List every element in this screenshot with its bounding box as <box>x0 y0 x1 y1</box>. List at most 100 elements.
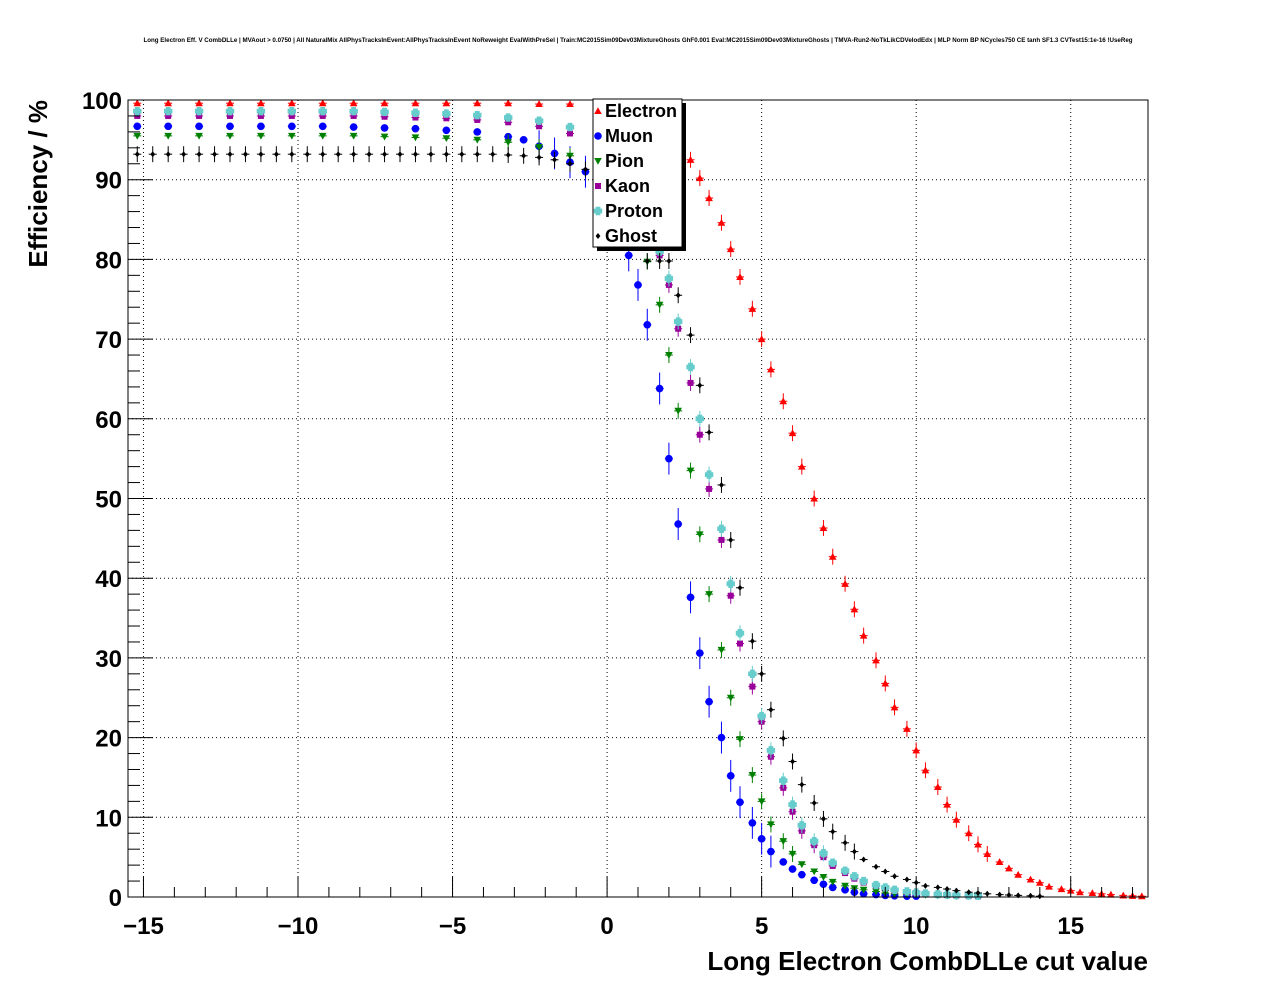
data-point <box>258 151 264 158</box>
data-point <box>903 725 911 732</box>
data-point <box>706 429 712 436</box>
data-point <box>164 99 172 107</box>
data-point <box>1045 882 1053 890</box>
data-point <box>583 166 588 173</box>
data-point <box>133 132 142 140</box>
data-point <box>674 407 682 415</box>
data-point <box>256 106 266 116</box>
x-tick-label: 5 <box>755 913 768 940</box>
y-tick-label: 40 <box>95 566 122 593</box>
legend-label: Ghost <box>605 226 657 246</box>
data-point <box>850 605 859 613</box>
data-point <box>943 800 951 808</box>
data-point <box>728 536 734 543</box>
data-point <box>726 694 735 702</box>
x-tick-label: −10 <box>278 913 319 940</box>
data-point <box>736 273 744 280</box>
data-point <box>797 821 807 830</box>
data-point <box>349 99 358 107</box>
legend-marker <box>594 107 602 115</box>
data-point <box>474 151 480 158</box>
data-point <box>380 107 389 117</box>
data-point <box>504 139 512 147</box>
data-point <box>257 122 265 131</box>
data-point <box>165 112 172 119</box>
x-axis-title: Long Electron CombDLLe cut value <box>707 946 1148 976</box>
data-point <box>890 885 899 895</box>
data-point <box>798 870 806 879</box>
data-point <box>535 143 543 151</box>
data-point <box>706 485 713 492</box>
data-point <box>536 154 542 161</box>
data-point <box>194 106 204 116</box>
data-point <box>442 126 451 135</box>
data-point <box>320 151 326 158</box>
data-point <box>767 821 775 829</box>
data-point <box>902 887 912 896</box>
data-point <box>318 99 327 107</box>
data-point <box>349 106 358 116</box>
data-point <box>748 819 757 827</box>
data-point <box>289 151 295 158</box>
data-point <box>490 151 496 158</box>
data-point <box>779 838 788 846</box>
data-point <box>964 829 973 837</box>
data-point <box>226 132 234 140</box>
data-point <box>736 798 744 806</box>
data-point <box>695 414 705 423</box>
data-point <box>304 151 310 158</box>
data-point <box>757 798 766 806</box>
data-point <box>859 876 868 886</box>
data-point <box>953 887 959 894</box>
y-tick-label: 70 <box>95 327 122 354</box>
x-tick-label: 10 <box>903 913 930 940</box>
data-point <box>798 462 806 470</box>
data-point <box>819 848 828 858</box>
data-point <box>749 683 756 690</box>
data-point <box>717 218 726 226</box>
data-point <box>226 99 234 107</box>
data-point <box>696 174 704 182</box>
data-point <box>686 593 695 602</box>
data-point <box>665 454 673 463</box>
data-point <box>780 735 786 742</box>
data-point <box>655 384 664 393</box>
legend-label: Proton <box>605 201 663 221</box>
data-point <box>809 837 819 846</box>
data-point <box>133 106 142 116</box>
data-point <box>1036 878 1044 886</box>
legend: Electron Muon Pion Kaon Proton Ghost <box>592 98 686 251</box>
data-point <box>697 382 703 389</box>
data-point <box>624 251 633 260</box>
data-point <box>890 703 899 711</box>
data-point <box>821 815 826 822</box>
data-point <box>666 257 672 264</box>
data-point <box>443 115 450 122</box>
data-point <box>474 116 481 123</box>
data-point <box>1107 890 1115 898</box>
data-point <box>726 579 735 588</box>
data-point <box>288 99 296 107</box>
data-point <box>871 880 881 890</box>
data-point <box>872 656 880 664</box>
data-point <box>861 856 867 863</box>
data-point <box>380 133 389 141</box>
data-point <box>1014 870 1022 878</box>
data-point <box>748 669 757 679</box>
data-point <box>350 112 357 119</box>
data-point <box>521 152 527 159</box>
data-point <box>904 876 910 883</box>
data-point <box>675 292 681 299</box>
legend-marker <box>595 233 601 239</box>
data-point <box>828 878 837 886</box>
data-point <box>921 889 930 898</box>
data-point <box>1088 889 1097 897</box>
data-point <box>195 132 203 140</box>
data-point <box>830 828 836 835</box>
data-point <box>673 317 683 326</box>
data-point <box>788 429 797 437</box>
data-point <box>411 99 420 107</box>
x-tick-label: 0 <box>600 913 613 940</box>
data-point <box>851 848 857 855</box>
data-point <box>798 861 806 869</box>
